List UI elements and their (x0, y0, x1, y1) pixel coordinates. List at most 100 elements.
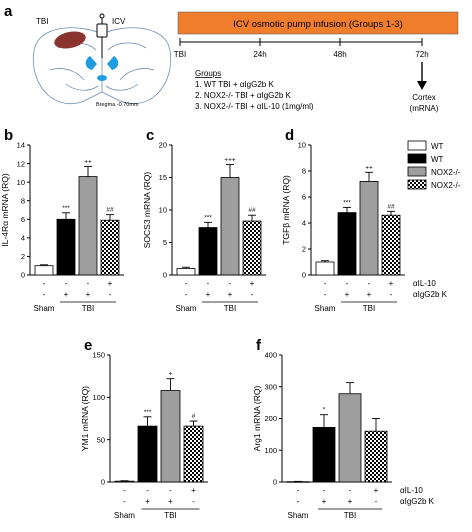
group-label-tbi: TBI (344, 511, 356, 520)
significance-label: * (323, 407, 326, 414)
condition-sign: - (375, 497, 378, 506)
y-tick-label: 4 (21, 234, 25, 243)
panel-c: c 0 5 10 15 20 SOCS3 mRNA (RQ) *** +++ ## - - - + - + + -… (142, 127, 266, 313)
bar (160, 390, 181, 483)
condition-sign: - (346, 279, 349, 288)
condition-sign: - (324, 279, 327, 288)
group-label-sham: Sham (34, 304, 55, 313)
condition-sign: + (64, 290, 69, 299)
legend-swatch (407, 140, 427, 151)
condition-sign: + (348, 497, 353, 506)
y-tick-label: 300 (264, 382, 277, 391)
condition-sign: - (123, 486, 126, 495)
y-tick-label: 15 (159, 173, 167, 182)
bar (198, 227, 218, 276)
panel-a: a TBI ICV Bregma -0.70mm ICV osmotic pum… (4, 3, 459, 113)
condition-sign: + (168, 497, 173, 506)
bar (364, 430, 388, 483)
panel-label: d (285, 127, 294, 144)
y-tick-label: 5 (163, 238, 167, 247)
group-label-sham: Sham (315, 304, 336, 313)
bar (220, 177, 240, 276)
significance-label: + (169, 371, 173, 378)
group-label-tbi: TBI (224, 304, 236, 313)
group-item: 3. NOX2-/- TBI + αIL-10 (1mg/ml) (195, 102, 314, 111)
y-tick-label: 150 (92, 351, 105, 360)
y-axis-label: YM1 mRNA (RQ) (80, 386, 90, 451)
y-tick-label: 10 (17, 178, 25, 187)
condition-sign: - (390, 290, 393, 299)
panel-f: f 0 100 200 300 400 Arg1 mRNA (RQ) * - - - + - + + - Sha… (252, 337, 435, 520)
group-item: 1. WT TBI + αIgG2b K (195, 80, 274, 89)
condition-sign: + (228, 290, 233, 299)
condition-sign: + (206, 290, 211, 299)
condition-sign: - (185, 279, 188, 288)
legend-swatch (407, 179, 427, 190)
bar (137, 425, 158, 483)
condition-sign: - (109, 290, 112, 299)
lesion-icon (54, 31, 86, 49)
significance-label: *** (204, 214, 212, 221)
bar (381, 214, 401, 276)
group-label-sham: Sham (176, 304, 197, 313)
cannula-icon (96, 13, 108, 58)
group-label-sham: Sham (288, 511, 309, 520)
condition-sign: - (65, 279, 68, 288)
bar (338, 393, 362, 483)
infusion-banner-text: ICV osmotic pump infusion (Groups 1-3) (233, 19, 402, 30)
bar (56, 218, 76, 276)
y-axis-label: TGFβ mRNA (RQ) (281, 175, 291, 245)
y-axis-label: Arg1 mRNA (RQ) (252, 386, 262, 452)
bar (176, 268, 196, 276)
endpoint-label: Cortex (412, 93, 436, 102)
condition-sign: - (43, 290, 46, 299)
row-label-aigg: αIgG2b K (413, 290, 448, 299)
y-axis-label: SOCS3 mRNA (RQ) (142, 172, 152, 249)
group-label-sham: Sham (114, 511, 135, 520)
y-tick-label: 8 (302, 167, 306, 176)
y-tick-label: 100 (264, 446, 277, 455)
tbi-site-label: TBI (36, 17, 48, 26)
group-item: 2. NOX2-/- TBI + αIgG2b K (195, 91, 292, 100)
y-tick-label: 8 (21, 196, 25, 205)
timeline-label: 72h (415, 50, 428, 59)
condition-sign: - (192, 497, 195, 506)
ventricle-icon (97, 75, 107, 81)
condition-sign: - (87, 279, 90, 288)
y-tick-label: 200 (264, 414, 277, 423)
bar (183, 425, 204, 483)
ventricle-icon (85, 56, 119, 70)
y-tick-label: 0 (302, 271, 306, 280)
condition-sign: - (324, 290, 327, 299)
condition-sign: + (389, 279, 394, 288)
legend-label: NOX2-/- (431, 168, 461, 177)
significance-label: ++ (84, 158, 92, 165)
y-tick-label: 0 (21, 271, 25, 280)
legend-label: NOX2-/- (431, 181, 461, 190)
infusion-banner (177, 11, 459, 35)
significance-label: *** (343, 199, 351, 206)
significance-label: +++ (224, 157, 236, 164)
condition-sign: + (145, 497, 150, 506)
bar (34, 265, 54, 276)
y-tick-label: 20 (159, 141, 167, 150)
condition-sign: + (374, 486, 379, 495)
condition-sign: - (368, 279, 371, 288)
group-label-tbi: TBI (164, 511, 176, 520)
panel-label: b (4, 127, 13, 144)
condition-sign: + (345, 290, 350, 299)
legend-label: WT (431, 155, 444, 164)
endpoint-label: (mRNA) (410, 104, 439, 113)
y-tick-label: 2 (21, 252, 25, 261)
significance-label: ++ (365, 164, 373, 171)
y-tick-label: 50 (97, 435, 105, 444)
y-tick-label: 14 (17, 141, 25, 150)
condition-sign: - (185, 290, 188, 299)
y-tick-label: 0 (101, 478, 105, 487)
panel-a-label: a (4, 3, 13, 20)
panel-label: f (256, 337, 262, 354)
condition-sign: + (322, 497, 327, 506)
condition-sign: + (367, 290, 372, 299)
condition-sign: - (123, 497, 126, 506)
